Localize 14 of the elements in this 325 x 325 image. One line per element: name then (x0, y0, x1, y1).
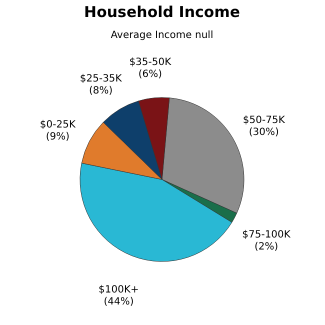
data-label: (30%) (248, 126, 279, 138)
slice-label: $100K+ (98, 284, 139, 296)
slice-label: $75-100K (242, 230, 291, 241)
data-label: (44%) (104, 296, 134, 308)
slice-label: $25-35K (80, 74, 122, 85)
chart-title: Household Income (84, 3, 240, 21)
slice-label: $35-50K (129, 57, 172, 68)
slice-label: $0-25K (40, 119, 76, 130)
data-label: (8%) (89, 86, 113, 97)
data-label: (2%) (254, 242, 278, 253)
data-label: (9%) (46, 131, 70, 142)
slice-label: $50-75K (242, 114, 286, 126)
chart-subtitle: Average Income null (110, 30, 214, 41)
data-label: (6%) (138, 69, 162, 80)
